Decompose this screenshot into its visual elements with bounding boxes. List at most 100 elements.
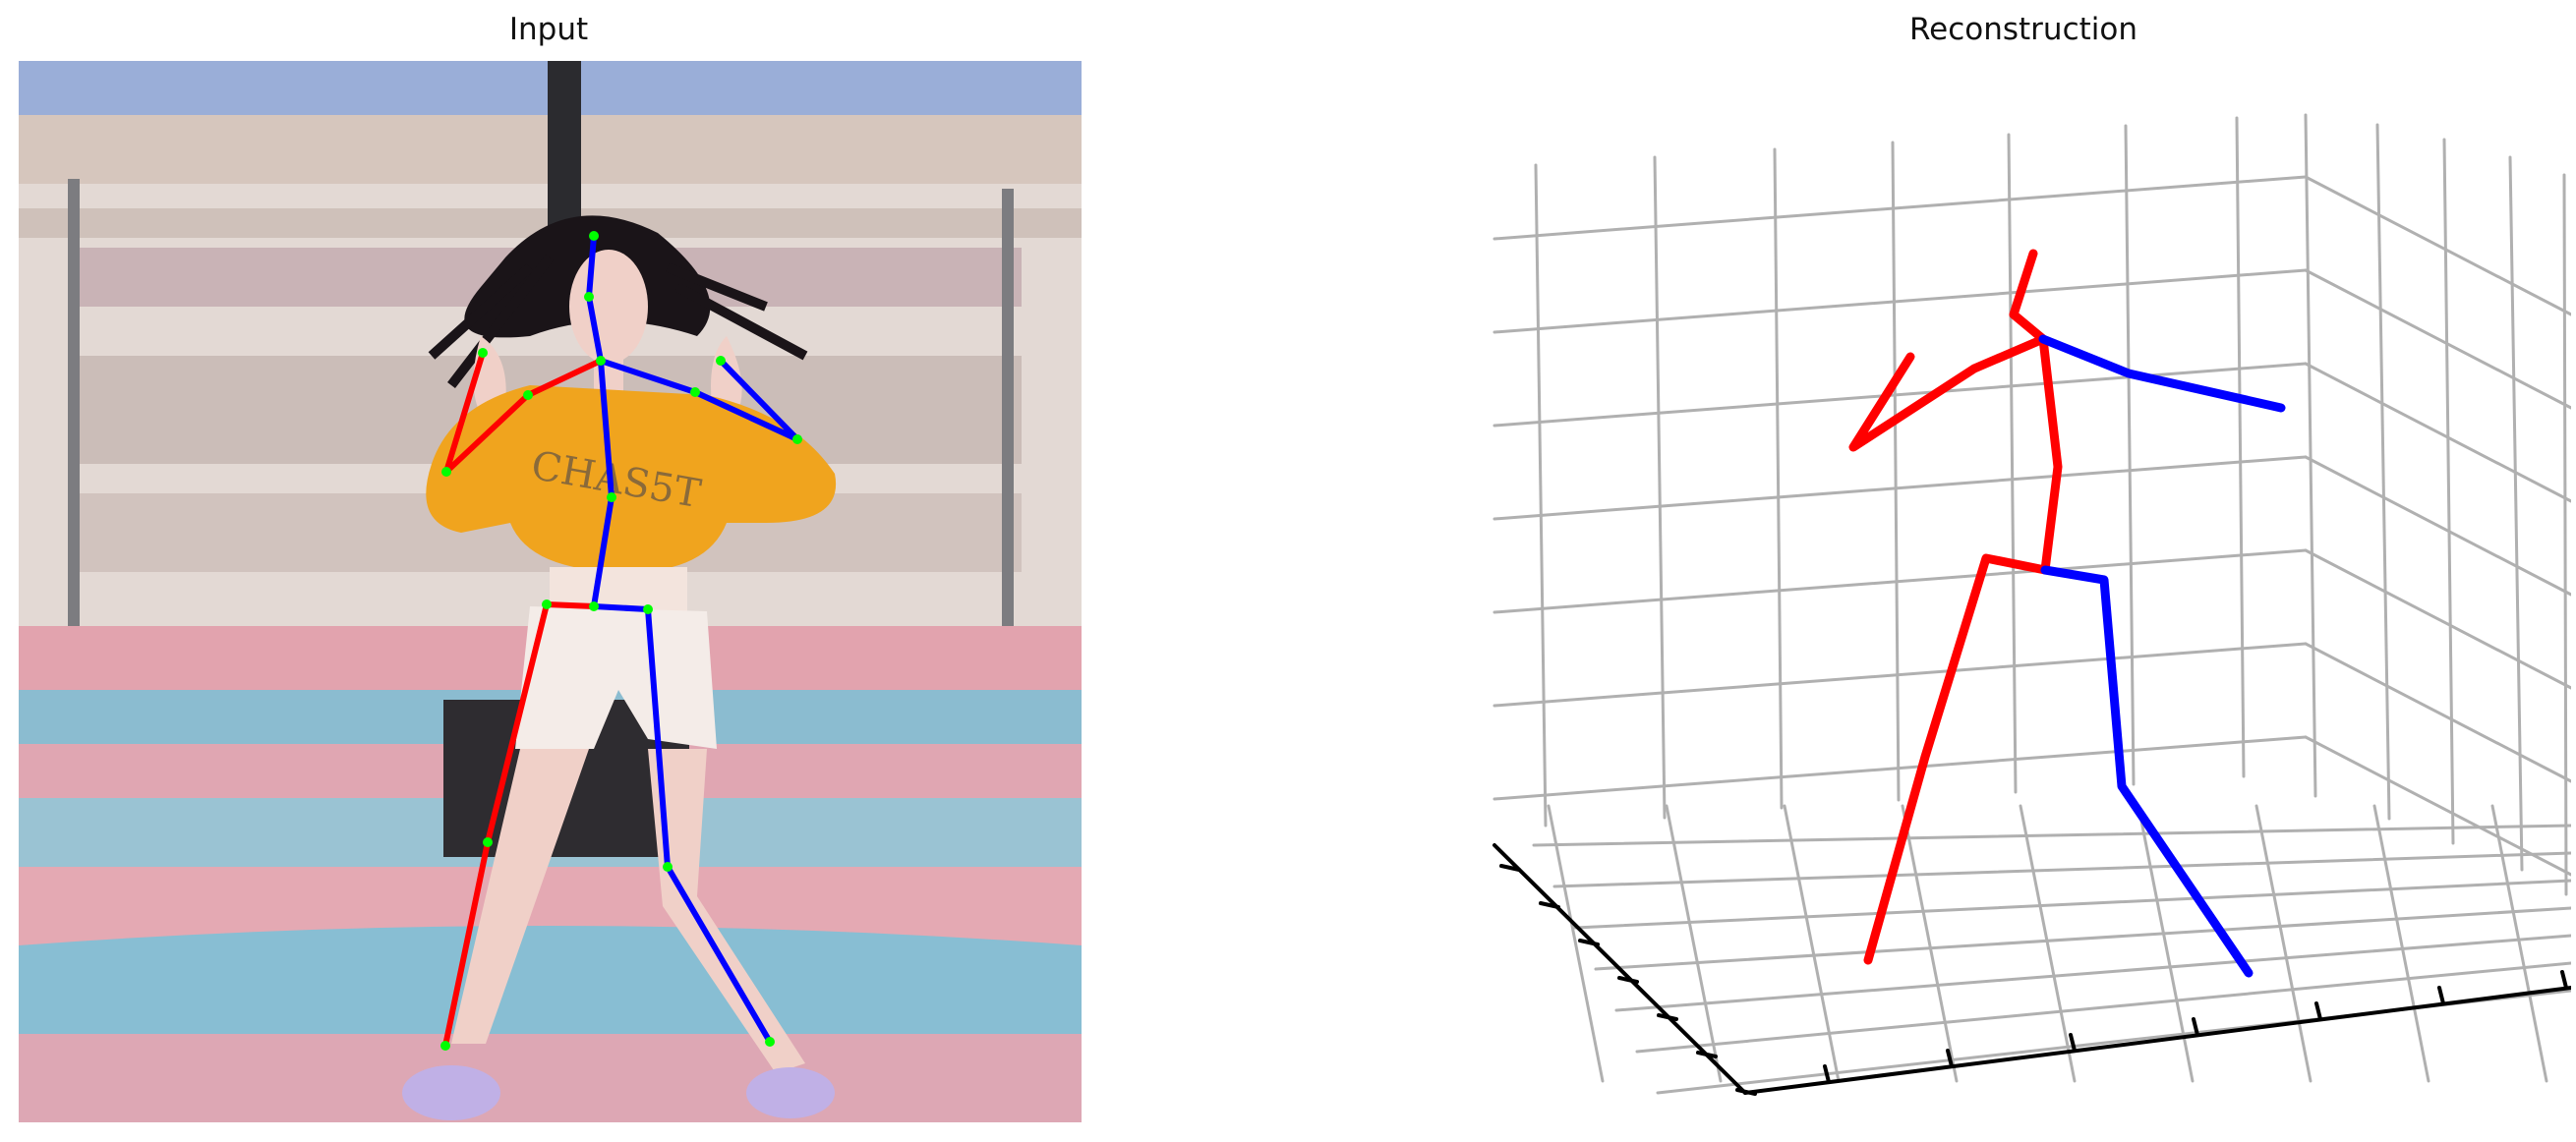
input-photo-panel: CHAS5T (19, 61, 1082, 1122)
grid-line-floor (1783, 804, 1841, 1083)
skeleton-3d-left-arm (1848, 334, 2048, 452)
grid-line-horizontal (2304, 642, 2573, 783)
grid-line-vertical (2304, 113, 2317, 798)
grid-line-horizontal (1493, 735, 2308, 801)
grid-line-floor (1547, 804, 1605, 1083)
yellow-top (426, 385, 837, 572)
grid-line-floor (2372, 804, 2430, 1083)
grid-line-horizontal (1493, 362, 2308, 428)
skeleton-2d-right-limb (591, 603, 773, 1045)
grid-3d (1493, 113, 2573, 1096)
axis-x-tick (1735, 1088, 1757, 1096)
hair-strands (428, 254, 808, 389)
left-leg (451, 749, 589, 1044)
grid-line-horizontal (1493, 642, 2308, 708)
skeleton-3d-left-chain (1863, 249, 2063, 965)
grid-line-vertical (1653, 155, 1667, 820)
left-post (68, 179, 80, 670)
shorts (515, 606, 717, 749)
grid-line-floor (1665, 804, 1723, 1083)
axis-x (1493, 843, 1747, 1095)
left-shoe (402, 1065, 500, 1120)
axis-x-tick (1578, 939, 1600, 946)
grid-line-horizontal (2304, 548, 2573, 690)
skeleton-2d-joint (663, 862, 673, 872)
axis-x-tick (1539, 901, 1560, 909)
skeleton-2d-joint (589, 601, 599, 611)
grid-line-vertical (1891, 141, 1901, 802)
axis-x-tick (1696, 1051, 1718, 1058)
right-leg (648, 749, 805, 1073)
grid-line-vertical (2235, 116, 2246, 778)
skeleton-2d-joint (584, 292, 594, 302)
skeleton-2d-joint (441, 467, 451, 477)
grid-line-floor (2490, 804, 2548, 1083)
grid-line-floor (1635, 961, 2573, 1054)
grid-line-floor (1594, 906, 2573, 971)
grid-line-floor (2019, 804, 2077, 1083)
grid-line-vertical (2007, 133, 2018, 794)
grid-line-horizontal (2304, 362, 2573, 503)
grid-line-horizontal (1493, 268, 2308, 334)
input-panel-title: Input (508, 12, 589, 47)
grid-line-vertical (2124, 124, 2136, 786)
right-hand (711, 336, 742, 415)
grid-line-vertical (2375, 123, 2391, 821)
grid-line-horizontal (2304, 175, 2573, 316)
reconstruction-plot (1475, 98, 2573, 1101)
grid-line-horizontal (2304, 455, 2573, 597)
grid-line-floor (1614, 934, 2573, 1012)
grid-line-vertical (2508, 155, 2524, 872)
grid-line-vertical (2562, 173, 2568, 896)
skeleton-2d-joint (607, 492, 616, 502)
skeleton-2d-joint (542, 600, 552, 609)
skeleton-2d-joint (765, 1037, 775, 1047)
grid-line-vertical (2442, 138, 2455, 845)
grid-line-vertical (1773, 147, 1784, 810)
grid-line-horizontal (2304, 268, 2573, 410)
skeleton-2d-joint (792, 434, 802, 444)
axis-y-tick (2560, 970, 2568, 990)
skeleton-2d-right-limb (598, 358, 800, 442)
axis-x-tick (1617, 976, 1639, 984)
axis-y-tick (2314, 1001, 2322, 1021)
skeleton-2d-left-limb (544, 601, 597, 609)
skeleton-2d-joint (483, 837, 493, 847)
grid-line-horizontal (1493, 548, 2308, 614)
grid-line-floor (1552, 851, 2573, 888)
court-pink-bottom (19, 1034, 1082, 1122)
grid-line-floor (1901, 804, 1959, 1083)
axis-y-tick (2069, 1033, 2077, 1053)
skeleton-2d-joint (690, 387, 700, 397)
skeleton-2d-joint (716, 356, 726, 366)
skeleton-2d-joint (523, 390, 533, 400)
grid-line-horizontal (1493, 455, 2308, 521)
skeleton-2d-joint (596, 356, 606, 366)
axis-y-tick (1823, 1064, 1831, 1084)
skeleton-3d-right-leg (2040, 565, 2254, 978)
grid-line-horizontal (1493, 175, 2308, 241)
grid-line-floor (1532, 824, 2573, 847)
reconstruction-3d-axes (1493, 113, 2573, 1096)
skeleton-2d-overlay (440, 231, 802, 1051)
reconstruction-panel-title: Reconstruction (1908, 12, 2138, 47)
input-photo-image: CHAS5T (19, 61, 1082, 1122)
grid-line-floor (1573, 879, 2573, 930)
axis-y-tick (1946, 1049, 1954, 1068)
axis-y-tick (2192, 1017, 2199, 1037)
grid-line-horizontal (2304, 735, 2573, 877)
grid-line-floor (2254, 804, 2313, 1083)
skeleton-3d-right-arm (2038, 334, 2286, 413)
right-shoe (746, 1067, 835, 1118)
skeleton-2d-joint (478, 348, 488, 358)
skeleton-3d (1848, 249, 2286, 978)
axis-x-tick (1499, 864, 1521, 872)
skeleton-2d-left-limb (443, 350, 486, 475)
skeleton-2d-joint (643, 604, 653, 614)
right-post (1002, 189, 1014, 660)
skeleton-2d-joint (589, 231, 599, 241)
axis-x-tick (1657, 1013, 1678, 1021)
skeleton-2d-joint (440, 1041, 450, 1051)
court-blue-area (19, 926, 1082, 1034)
axis-y (1743, 986, 2573, 1095)
